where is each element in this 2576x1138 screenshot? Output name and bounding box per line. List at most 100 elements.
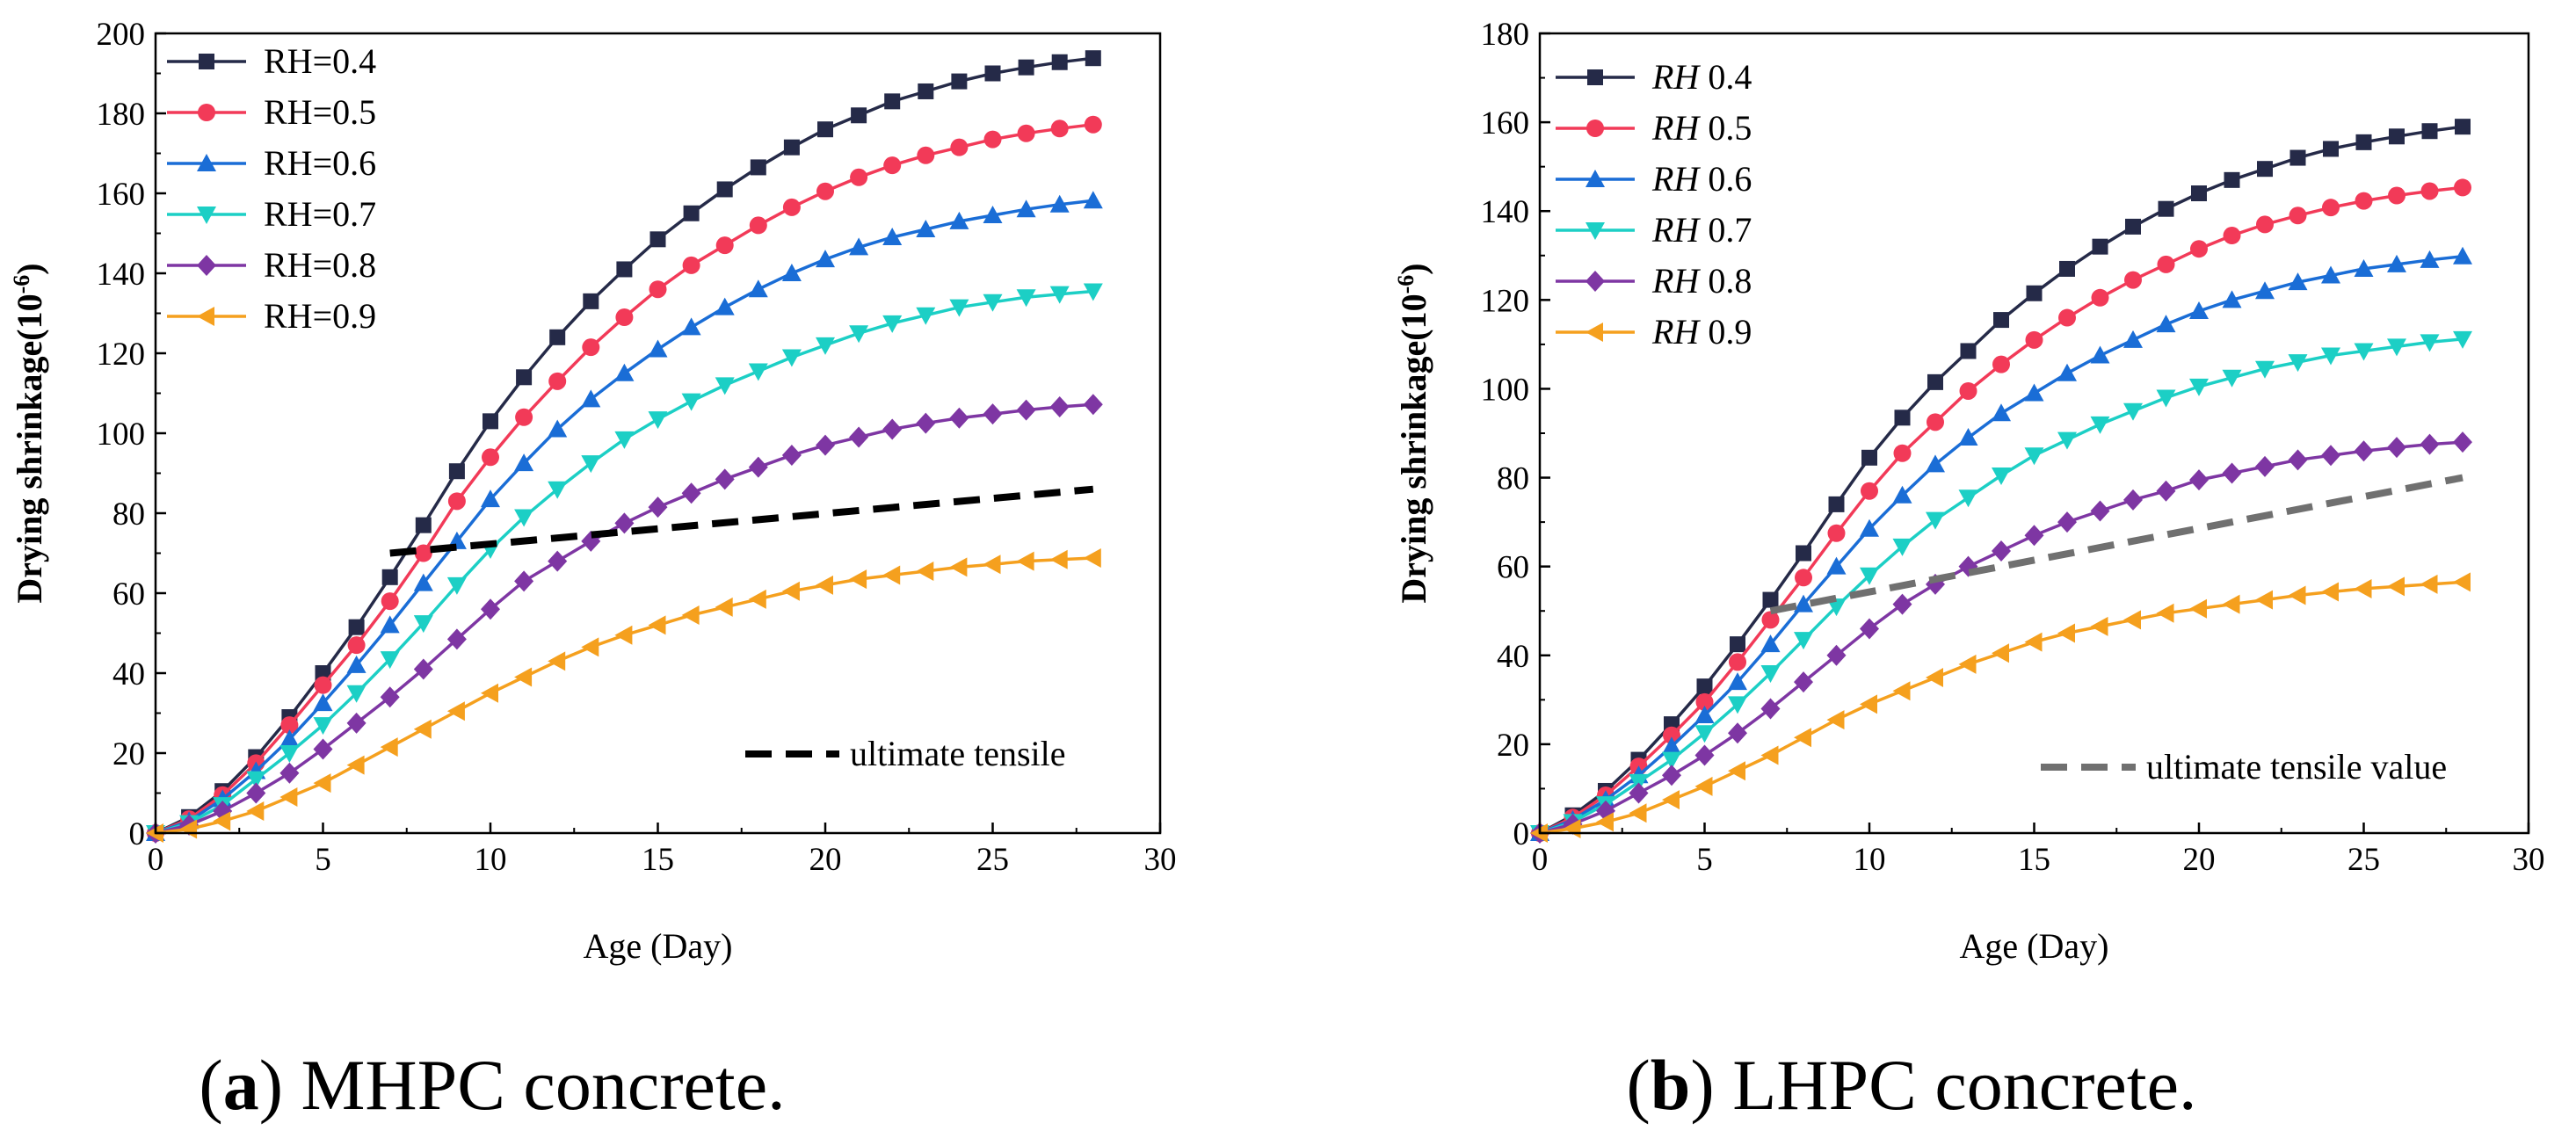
data-point-a-3-20 bbox=[816, 337, 835, 355]
y-tick-label-b-8: 160 bbox=[1481, 105, 1530, 141]
data-point-b-1-27 bbox=[2420, 182, 2439, 200]
data-point-a-4-5 bbox=[313, 738, 333, 760]
y-tick-label-a-10: 200 bbox=[97, 17, 146, 53]
data-point-a-1-12 bbox=[548, 372, 567, 390]
data-point-a-3-4 bbox=[279, 745, 300, 763]
y-tick-label-a-5: 100 bbox=[97, 417, 146, 453]
data-point-a-1-28 bbox=[1084, 115, 1102, 134]
data-point-b-1-12 bbox=[1927, 413, 1944, 431]
data-point-a-2-14 bbox=[614, 363, 635, 381]
data-point-b-0-19 bbox=[2158, 200, 2174, 217]
data-point-a-0-24 bbox=[951, 73, 968, 90]
data-point-a-3-17 bbox=[715, 377, 735, 395]
data-point-b-3-10 bbox=[1860, 567, 1879, 585]
data-point-b-0-25 bbox=[2355, 134, 2372, 150]
data-point-a-2-23 bbox=[916, 219, 936, 237]
data-point-b-4-10 bbox=[1860, 618, 1879, 640]
x-tick-label-b-2: 10 bbox=[1854, 842, 1886, 878]
data-point-b-4-3 bbox=[1629, 782, 1649, 804]
data-point-a-0-16 bbox=[683, 205, 700, 221]
data-point-a-1-22 bbox=[883, 156, 902, 175]
data-point-a-2-19 bbox=[781, 264, 802, 281]
data-point-b-0-20 bbox=[2191, 185, 2207, 201]
data-point-a-5-9 bbox=[446, 701, 465, 721]
data-point-b-3-23 bbox=[2288, 354, 2308, 373]
data-point-a-1-17 bbox=[715, 236, 734, 255]
data-point-b-0-5 bbox=[1696, 678, 1713, 695]
data-point-a-5-26 bbox=[1016, 551, 1034, 571]
data-point-b-2-5 bbox=[1694, 706, 1715, 724]
y-tick-label-b-2: 40 bbox=[1497, 639, 1529, 675]
data-point-b-4-7 bbox=[1760, 698, 1781, 720]
data-point-b-1-14 bbox=[1992, 355, 2010, 373]
reference-legend-label-a: ultimate tensile bbox=[850, 734, 1066, 773]
x-tick-label-a-0: 0 bbox=[148, 842, 164, 878]
data-point-a-2-15 bbox=[648, 339, 668, 358]
data-point-b-4-11 bbox=[1892, 593, 1912, 615]
data-point-b-3-26 bbox=[2387, 338, 2406, 357]
legend-label-b-4: RH 0.8 bbox=[1651, 261, 1752, 301]
data-point-a-4-6 bbox=[346, 712, 366, 734]
data-point-b-3-25 bbox=[2354, 343, 2374, 361]
data-point-a-0-15 bbox=[649, 231, 666, 248]
data-point-a-0-26 bbox=[1018, 59, 1034, 76]
data-point-b-1-25 bbox=[2355, 192, 2373, 210]
data-point-b-5-13 bbox=[1958, 654, 1977, 674]
data-point-a-2-20 bbox=[816, 250, 835, 268]
data-point-b-2-9 bbox=[1826, 556, 1847, 575]
data-point-a-3-12 bbox=[548, 481, 568, 499]
caption-text-a: MHPC concrete. bbox=[301, 1045, 786, 1125]
data-point-b-5-19 bbox=[2156, 603, 2174, 623]
legend-label-a-4: RH=0.8 bbox=[264, 245, 376, 285]
data-point-b-3-21 bbox=[2222, 369, 2242, 388]
data-point-a-4-7 bbox=[380, 686, 400, 708]
x-tick-label-b-0: 0 bbox=[1532, 842, 1549, 878]
y-tick-label-a-9: 180 bbox=[97, 97, 146, 133]
data-point-a-4-23 bbox=[916, 412, 936, 434]
data-point-a-2-17 bbox=[715, 297, 735, 315]
data-point-a-3-7 bbox=[380, 651, 400, 670]
data-point-a-4-21 bbox=[849, 426, 869, 448]
x-tick-label-b-3: 15 bbox=[2018, 842, 2050, 878]
y-tick-label-a-0: 0 bbox=[129, 816, 146, 852]
data-point-b-1-4 bbox=[1663, 726, 1680, 744]
data-point-b-4-24 bbox=[2321, 445, 2340, 467]
data-point-b-4-28 bbox=[2453, 431, 2472, 453]
reference-legend-a: ultimate tensile bbox=[745, 734, 1066, 773]
data-point-b-3-7 bbox=[1760, 665, 1781, 683]
data-point-a-1-25 bbox=[983, 130, 1002, 149]
legend-label-a-2: RH=0.6 bbox=[264, 143, 376, 183]
data-point-b-0-18 bbox=[2125, 218, 2141, 235]
data-point-a-4-15 bbox=[648, 497, 668, 518]
data-point-b-3-27 bbox=[2420, 334, 2440, 352]
y-axis-label-close-a: ) bbox=[10, 263, 49, 274]
legend-label-b-1: RH 0.5 bbox=[1651, 108, 1752, 148]
data-point-b-0-15 bbox=[2026, 285, 2043, 301]
data-point-b-0-21 bbox=[2224, 171, 2240, 188]
data-point-a-4-19 bbox=[781, 445, 802, 467]
y-tick-label-b-4: 80 bbox=[1497, 461, 1529, 497]
data-point-a-2-13 bbox=[581, 389, 601, 408]
caption-letter-a: a bbox=[223, 1045, 259, 1125]
data-point-b-5-18 bbox=[2123, 610, 2141, 630]
data-point-b-2-28 bbox=[2453, 246, 2472, 265]
data-point-b-0-26 bbox=[2389, 128, 2405, 145]
data-point-b-4-15 bbox=[2024, 525, 2044, 547]
data-point-b-4-26 bbox=[2387, 437, 2406, 459]
data-point-a-5-20 bbox=[816, 575, 833, 595]
data-point-a-0-10 bbox=[483, 413, 498, 430]
data-point-a-1-15 bbox=[649, 280, 667, 299]
data-point-b-2-8 bbox=[1794, 594, 1813, 612]
y-tick-label-a-7: 140 bbox=[97, 257, 146, 293]
data-point-b-3-5 bbox=[1694, 725, 1715, 743]
data-point-b-5-15 bbox=[2024, 632, 2043, 652]
data-point-a-0-9 bbox=[448, 463, 465, 480]
data-point-b-5-4 bbox=[1662, 790, 1680, 810]
data-point-a-5-11 bbox=[514, 667, 533, 687]
data-point-b-0-24 bbox=[2323, 141, 2339, 157]
data-point-b-4-21 bbox=[2222, 462, 2242, 484]
data-point-b-0-7 bbox=[1762, 591, 1779, 608]
y-tick-label-b-1: 20 bbox=[1497, 728, 1529, 764]
data-point-b-4-6 bbox=[1728, 722, 1747, 744]
data-point-b-0-10 bbox=[1861, 449, 1877, 466]
